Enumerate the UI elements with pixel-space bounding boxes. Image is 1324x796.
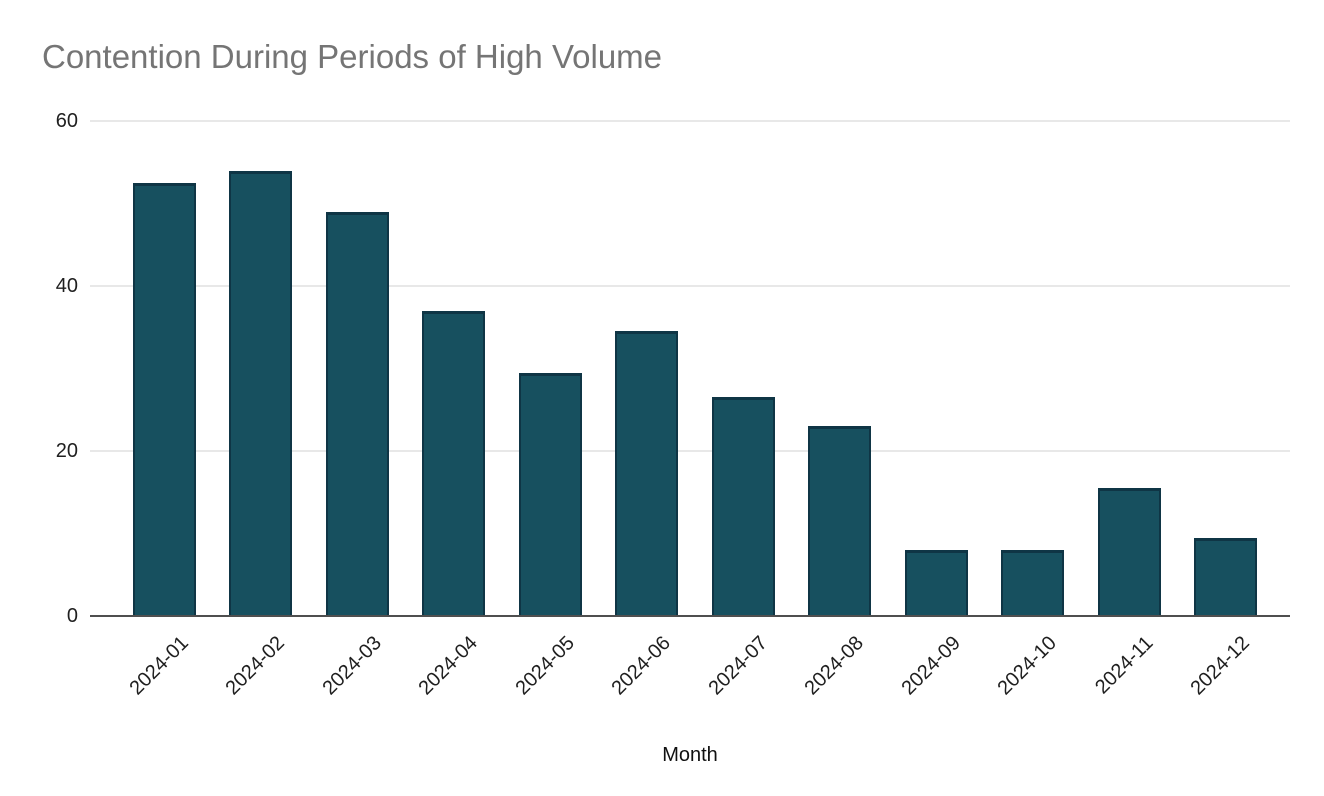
- bar-band: [406, 121, 503, 616]
- x-tick-label-2024-05: 2024-05: [511, 632, 579, 700]
- x-band: 2024-04: [406, 618, 503, 733]
- bar-band: [599, 121, 696, 616]
- bar-2024-10[interactable]: [1001, 550, 1065, 616]
- x-band: 2024-09: [888, 618, 985, 733]
- x-band: 2024-03: [309, 618, 406, 733]
- bar-band: [1081, 121, 1178, 616]
- x-tick-label-2024-08: 2024-08: [800, 632, 869, 700]
- x-band: 2024-08: [792, 618, 889, 733]
- bar-2024-05[interactable]: [518, 372, 582, 616]
- x-axis-baseline: [90, 615, 1290, 617]
- x-band: 2024-01: [116, 618, 213, 733]
- bar-2024-01[interactable]: [132, 182, 196, 616]
- bar-2024-03[interactable]: [325, 211, 389, 616]
- chart-title: Contention During Periods of High Volume: [42, 38, 663, 75]
- x-tick-label-2024-10: 2024-10: [993, 632, 1062, 700]
- y-tick-label-20: 20: [55, 440, 78, 462]
- y-tick-label-60: 60: [55, 110, 78, 132]
- y-tick-label-40: 40: [55, 275, 78, 297]
- bar-2024-07[interactable]: [711, 397, 775, 616]
- x-tick-label-2024-02: 2024-02: [221, 632, 290, 700]
- gridline-20: [90, 450, 1290, 452]
- x-band: 2024-06: [599, 618, 696, 733]
- x-band: 2024-02: [213, 618, 310, 733]
- x-band: 2024-10: [985, 618, 1082, 733]
- bar-2024-12[interactable]: [1194, 537, 1258, 616]
- bar-2024-02[interactable]: [229, 170, 293, 616]
- x-tick-label-2024-12: 2024-12: [1186, 632, 1255, 700]
- y-tick-label-0: 0: [66, 605, 78, 627]
- bar-band: [888, 121, 985, 616]
- gridline-60: [90, 120, 1290, 122]
- x-tick-label-2024-06: 2024-06: [607, 632, 676, 700]
- x-tick-label-2024-04: 2024-04: [414, 632, 483, 700]
- x-band: 2024-11: [1081, 618, 1178, 733]
- plot-area: [90, 120, 1290, 617]
- x-band: 2024-12: [1178, 618, 1275, 733]
- bar-2024-11[interactable]: [1097, 488, 1161, 616]
- bar-2024-09[interactable]: [904, 550, 968, 616]
- x-band: 2024-05: [502, 618, 599, 733]
- bar-band: [792, 121, 889, 616]
- bar-2024-04[interactable]: [422, 310, 486, 616]
- x-tick-label-2024-09: 2024-09: [897, 632, 965, 700]
- bar-band: [985, 121, 1082, 616]
- bar-band: [213, 121, 310, 616]
- x-axis-labels: 2024-01 2024-02 2024-03 2024-04 2024-05 2024-…: [116, 618, 1274, 733]
- bar-2024-06[interactable]: [615, 331, 679, 616]
- bar-band: [309, 121, 406, 616]
- x-tick-label-2024-01: 2024-01: [125, 632, 193, 700]
- bar-band: [116, 121, 213, 616]
- bar-2024-08[interactable]: [808, 426, 872, 616]
- bar-band: [1178, 121, 1275, 616]
- gridline-40: [90, 285, 1290, 287]
- x-tick-label-2024-11: 2024-11: [1091, 632, 1158, 699]
- x-tick-label-2024-07: 2024-07: [704, 632, 772, 700]
- bars-row: [116, 121, 1274, 616]
- bar-band: [502, 121, 599, 616]
- bar-band: [695, 121, 792, 616]
- x-tick-label-2024-03: 2024-03: [318, 632, 386, 700]
- x-axis-title: Month: [662, 744, 718, 766]
- x-band: 2024-07: [695, 618, 792, 733]
